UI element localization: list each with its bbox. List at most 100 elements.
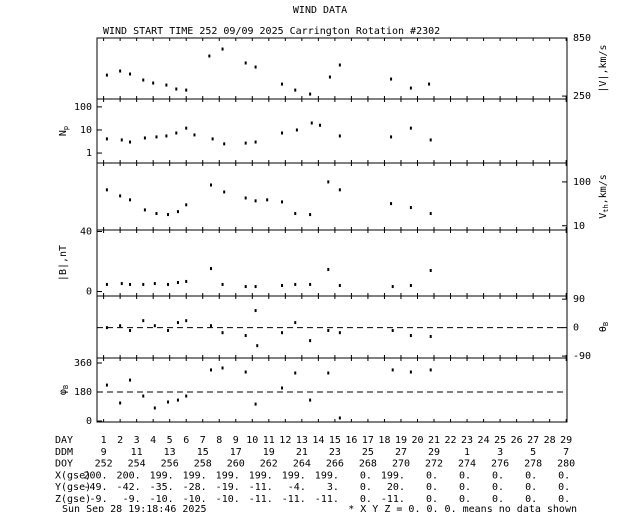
day-label: 11 bbox=[263, 435, 275, 446]
data-point bbox=[185, 279, 188, 283]
data-point bbox=[120, 138, 123, 142]
axis-label-tail: ,km/s bbox=[598, 174, 609, 204]
day-label: 27 bbox=[527, 435, 539, 446]
table-cell: 19 bbox=[263, 447, 275, 458]
data-point bbox=[244, 196, 247, 200]
data-point bbox=[185, 319, 188, 323]
y-tick-label: 250 bbox=[573, 91, 591, 102]
data-point bbox=[409, 370, 412, 374]
table-cell: 21 bbox=[296, 447, 308, 458]
y-tick-label: 0 bbox=[86, 287, 92, 298]
data-point bbox=[105, 383, 108, 387]
data-point bbox=[129, 328, 132, 332]
title: WIND DATA bbox=[293, 5, 347, 16]
data-point bbox=[119, 69, 122, 73]
data-point bbox=[429, 212, 432, 216]
table-cell: -28. bbox=[183, 482, 207, 493]
table-cell: 0. bbox=[426, 470, 438, 481]
data-point bbox=[294, 371, 297, 375]
data-point bbox=[142, 282, 145, 286]
data-point bbox=[327, 371, 330, 375]
day-label: 15 bbox=[329, 435, 341, 446]
data-point bbox=[409, 86, 412, 90]
data-point bbox=[429, 138, 432, 142]
table-cell: 274 bbox=[458, 459, 476, 470]
table-cell: 280 bbox=[557, 459, 575, 470]
panel-frame bbox=[96, 98, 568, 164]
data-point bbox=[105, 137, 108, 141]
axis-label-text: θ bbox=[598, 326, 609, 332]
axis-label: |B|,nT bbox=[58, 245, 69, 281]
table-cell: 17 bbox=[230, 447, 242, 458]
table-cell: 0. bbox=[525, 470, 537, 481]
data-point bbox=[281, 131, 284, 135]
table-cell: 13 bbox=[164, 447, 176, 458]
data-point bbox=[167, 282, 170, 286]
table-cell: 15 bbox=[197, 447, 209, 458]
table-cell: 200. bbox=[84, 470, 108, 481]
table-cell: 3. bbox=[327, 482, 339, 493]
table-cell: 266 bbox=[326, 459, 344, 470]
table-cell: 0. bbox=[525, 482, 537, 493]
data-point bbox=[142, 394, 145, 398]
data-point bbox=[129, 140, 132, 144]
data-point bbox=[244, 141, 247, 145]
table-cell: 9 bbox=[101, 447, 107, 458]
day-label: 8 bbox=[216, 435, 222, 446]
data-point bbox=[153, 282, 156, 286]
data-point bbox=[129, 72, 132, 76]
data-point bbox=[327, 180, 330, 184]
y-tick-label: 100 bbox=[74, 102, 92, 113]
table-cell: 1 bbox=[464, 447, 470, 458]
data-point bbox=[338, 63, 341, 67]
table-cell: 0. bbox=[426, 482, 438, 493]
data-point bbox=[281, 200, 284, 204]
table-cell: 0. bbox=[459, 494, 471, 505]
data-point bbox=[244, 61, 247, 65]
data-point bbox=[142, 78, 145, 82]
data-point bbox=[295, 128, 298, 132]
table-cell: 25 bbox=[362, 447, 374, 458]
table-cell: 23 bbox=[329, 447, 341, 458]
table-cell: 252 bbox=[95, 459, 113, 470]
panel-frame bbox=[96, 162, 568, 231]
table-cell: 258 bbox=[194, 459, 212, 470]
axis-label-text: N bbox=[58, 130, 69, 136]
table-cell: -9. bbox=[90, 494, 108, 505]
data-point bbox=[429, 334, 432, 338]
row-label: DDM bbox=[55, 447, 73, 458]
day-label: 9 bbox=[233, 435, 239, 446]
data-point bbox=[153, 406, 156, 410]
data-point bbox=[409, 206, 412, 210]
data-point bbox=[309, 398, 312, 402]
axis-label-text: |B|,nT bbox=[58, 245, 69, 281]
data-point bbox=[294, 212, 297, 216]
table-cell: 199. bbox=[150, 470, 174, 481]
data-point bbox=[155, 212, 158, 216]
day-label: 16 bbox=[345, 435, 357, 446]
data-point bbox=[254, 140, 257, 144]
data-point bbox=[294, 88, 297, 92]
data-point bbox=[244, 285, 247, 289]
data-point bbox=[319, 123, 322, 127]
data-point bbox=[390, 77, 393, 81]
data-point bbox=[208, 54, 211, 58]
data-point bbox=[221, 282, 224, 286]
data-point bbox=[105, 73, 108, 77]
table-cell: 0. bbox=[492, 482, 504, 493]
data-point bbox=[119, 324, 122, 328]
axis-label: Np bbox=[58, 126, 70, 136]
table-cell: 0. bbox=[459, 482, 471, 493]
data-point bbox=[281, 82, 284, 86]
data-point bbox=[294, 282, 297, 286]
data-point bbox=[254, 285, 257, 289]
table-cell: 270 bbox=[392, 459, 410, 470]
table-cell: 262 bbox=[260, 459, 278, 470]
y-tick-label: 0 bbox=[86, 416, 92, 427]
day-label: 20 bbox=[411, 435, 423, 446]
axis-label-sub: B bbox=[602, 322, 610, 326]
data-point bbox=[221, 47, 224, 51]
timestamp: Sun Sep 28 19:18:46 2025 bbox=[62, 504, 207, 512]
data-point bbox=[244, 370, 247, 374]
